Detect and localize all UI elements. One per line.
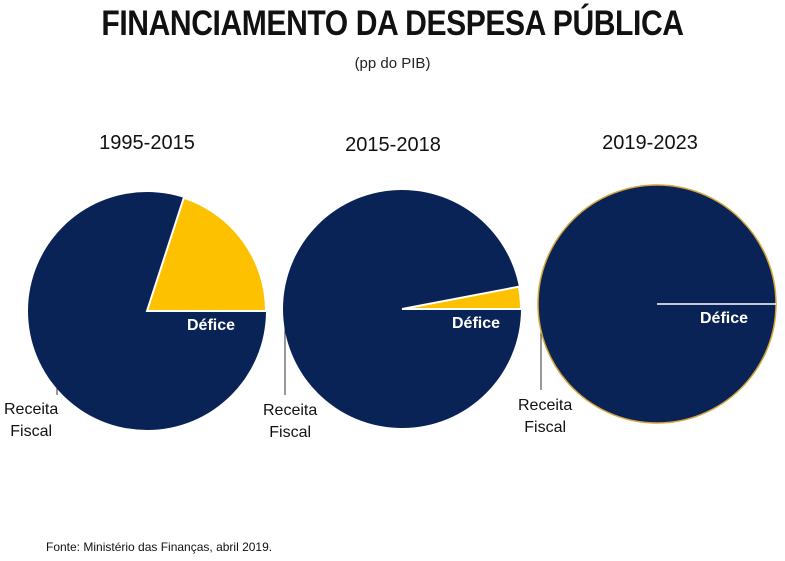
receita-label-2-line2: Fiscal	[269, 424, 312, 441]
pie-title-1: 1995-2015	[99, 132, 195, 154]
defice-label: Défice	[187, 317, 235, 334]
receita-label-3-line1: Receita	[518, 397, 573, 414]
receita-label-3: Receita Fiscal	[518, 395, 572, 439]
pie-title-2: 2015-2018	[345, 134, 441, 156]
chart-title: FINANCIAMENTO DA DESPESA PÚBLICA	[101, 4, 684, 43]
defice-label: Défice	[700, 310, 748, 327]
source-note: Fonte: Ministério das Finanças, abril 20…	[46, 540, 273, 554]
receita-label-2: Receita Fiscal	[263, 400, 317, 444]
receita-label-1-line2: Fiscal	[10, 423, 53, 440]
defice-label: Défice	[452, 315, 500, 332]
defice-slice	[401, 285, 523, 310]
receita-label-2-line1: Receita	[263, 402, 318, 419]
chart-subtitle: (pp do PIB)	[354, 55, 431, 72]
defice-slice	[145, 196, 268, 312]
receita-label-3-line2: Fiscal	[524, 419, 567, 436]
receita-label-1: Receita Fiscal	[4, 399, 58, 443]
pie-title-3: 2019-2023	[602, 132, 698, 154]
receita-label-1-line1: Receita	[4, 401, 59, 418]
